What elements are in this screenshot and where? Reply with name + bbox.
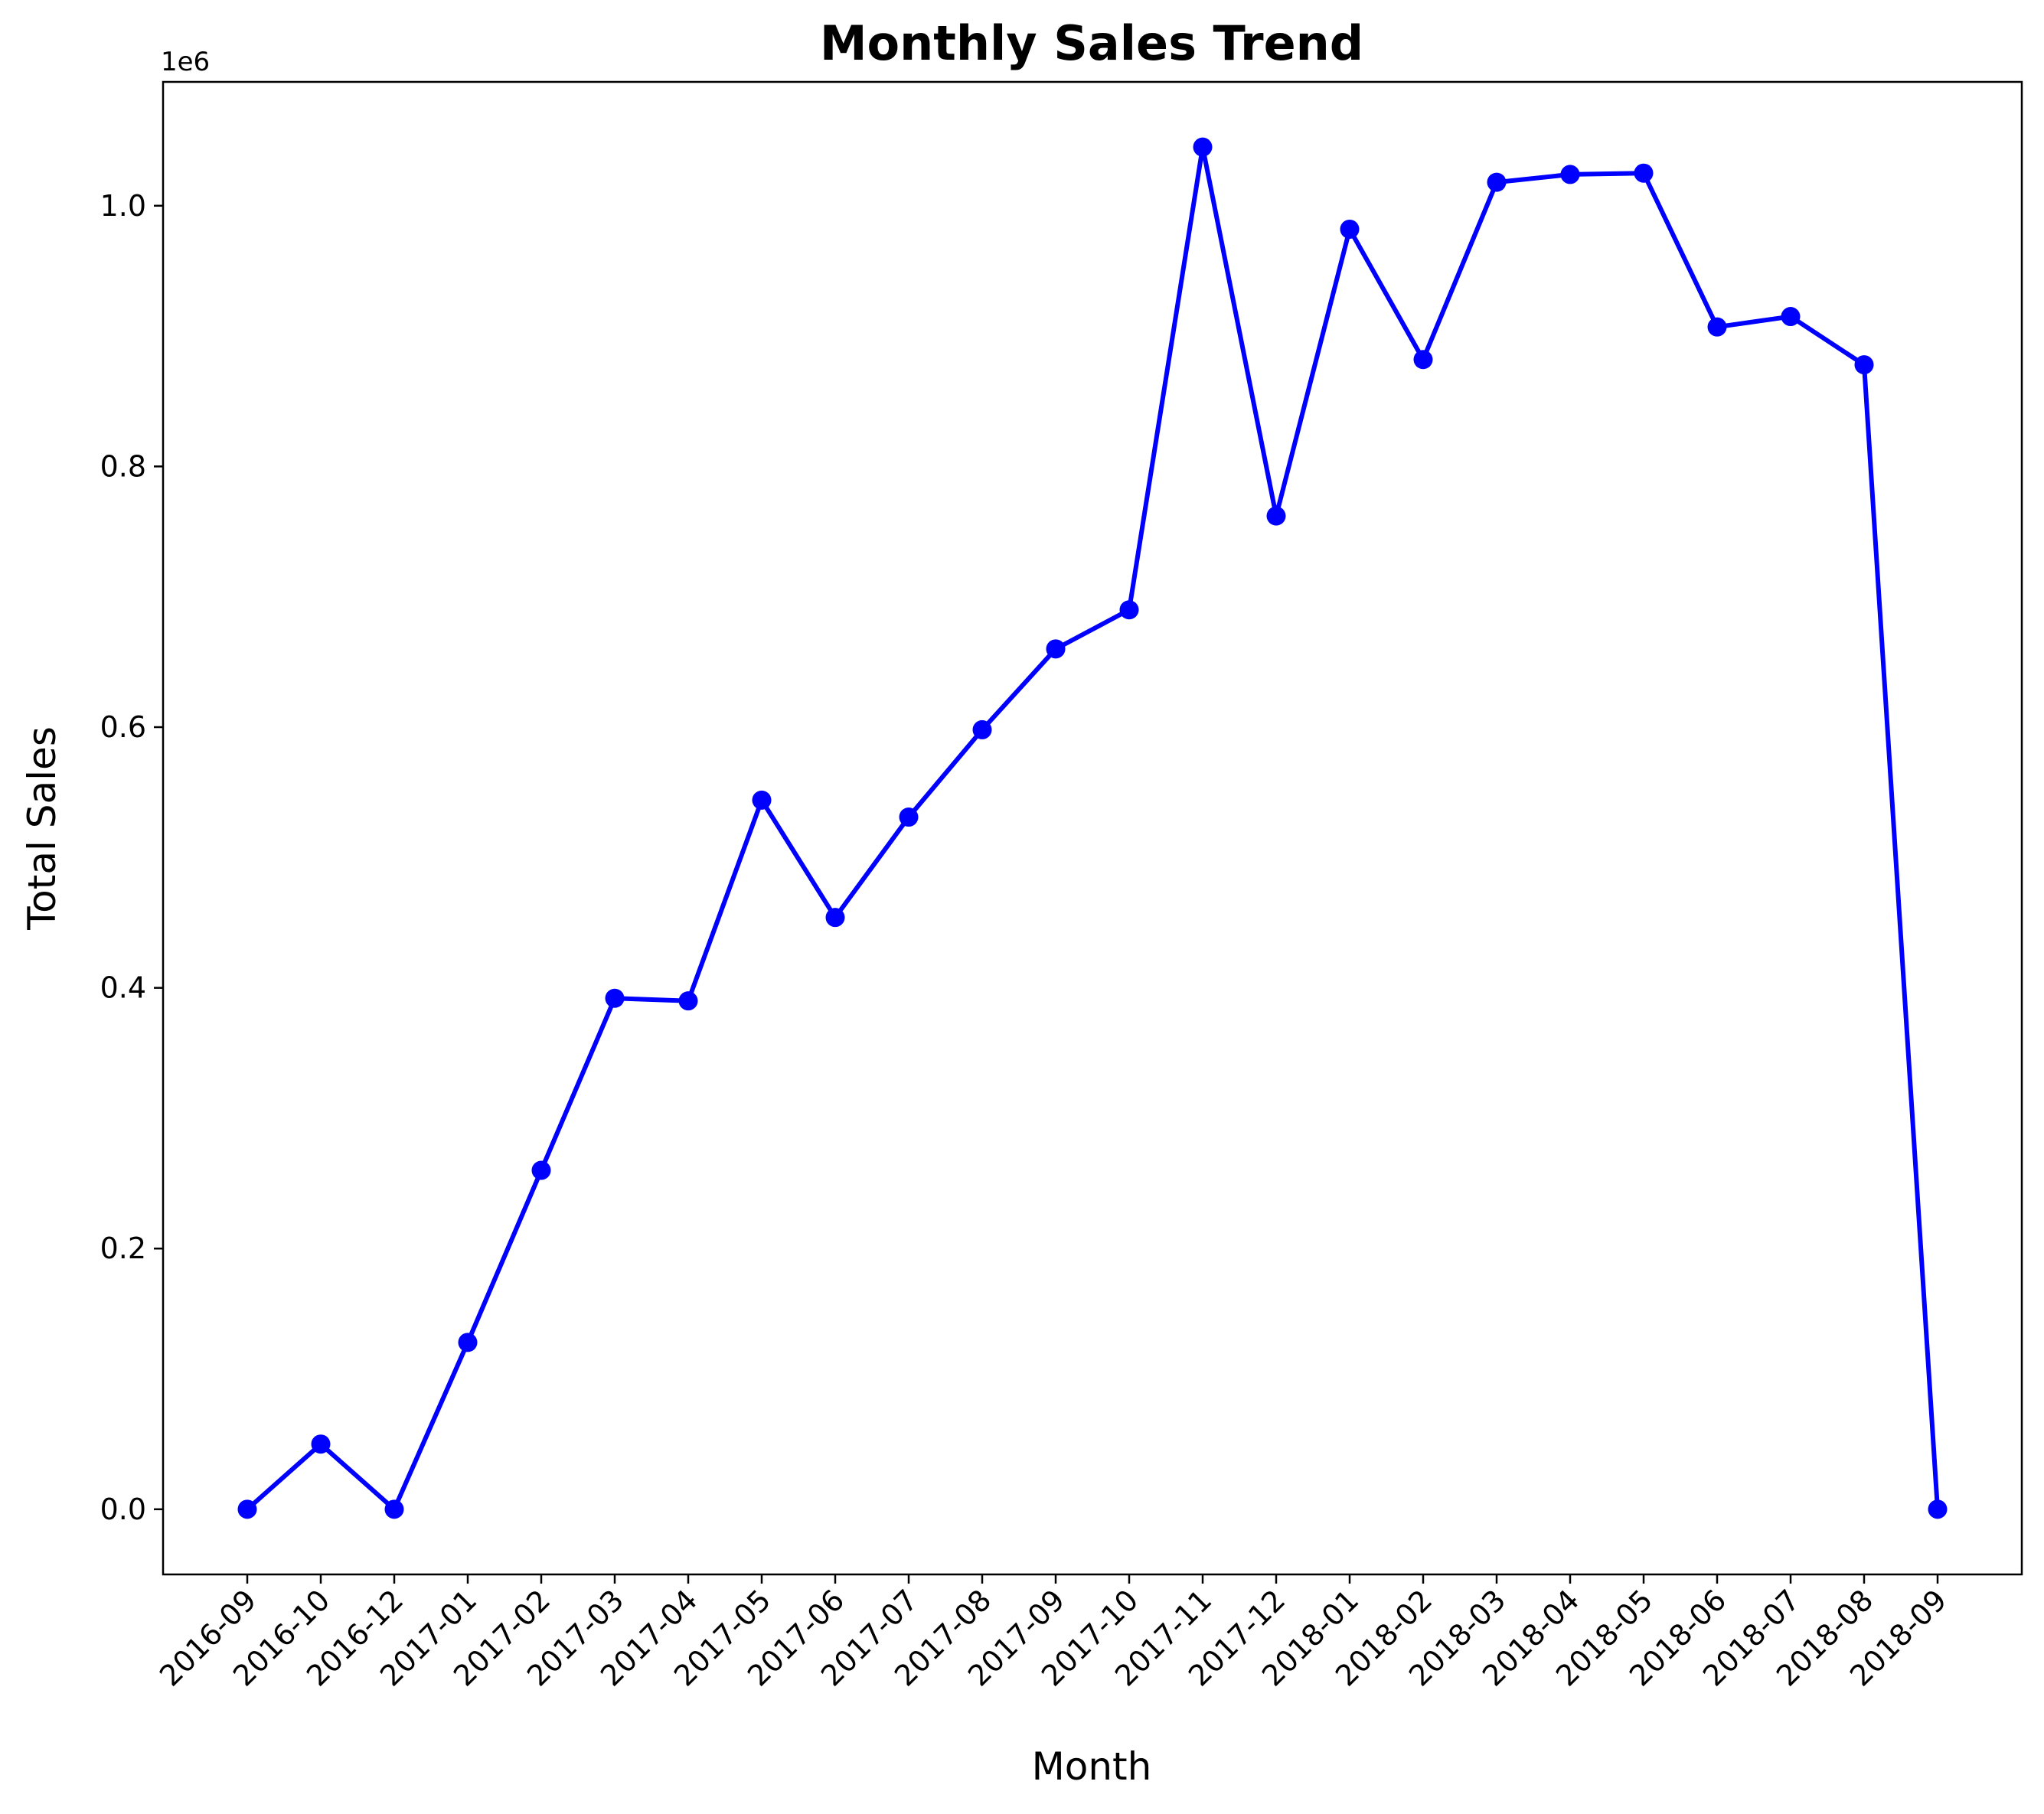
data-point bbox=[1193, 137, 1213, 157]
chart-title: Monthly Sales Trend bbox=[820, 15, 1363, 71]
plot-frame bbox=[162, 80, 2023, 1576]
y-tick-label: 1.0 bbox=[100, 189, 146, 223]
data-point bbox=[458, 1333, 478, 1352]
y-axis-title: Total Sales bbox=[20, 726, 64, 931]
data-point bbox=[825, 908, 845, 928]
data-point bbox=[1854, 355, 1874, 375]
series-line bbox=[246, 145, 1940, 1512]
x-axis-title: Month bbox=[1032, 1744, 1152, 1789]
data-point bbox=[678, 991, 698, 1011]
data-point bbox=[605, 988, 625, 1008]
data-point bbox=[1413, 350, 1433, 370]
data-point bbox=[1781, 307, 1801, 327]
data-point bbox=[311, 1434, 331, 1454]
y-tick-label: 0.8 bbox=[100, 449, 146, 483]
data-point bbox=[1487, 172, 1507, 192]
y-tick-label: 0.0 bbox=[100, 1493, 146, 1526]
data-point bbox=[1560, 165, 1580, 184]
y-tick-label: 0.4 bbox=[100, 971, 146, 1005]
data-point bbox=[1340, 219, 1360, 239]
data-point bbox=[899, 807, 919, 827]
data-point bbox=[972, 719, 992, 739]
data-point bbox=[1634, 163, 1654, 183]
data-point bbox=[1119, 600, 1139, 620]
data-point bbox=[384, 1499, 404, 1519]
y-tick-label: 0.2 bbox=[100, 1232, 146, 1265]
data-point bbox=[237, 1499, 257, 1519]
data-point bbox=[752, 790, 772, 810]
y-tick-label: 0.6 bbox=[100, 710, 146, 744]
data-point bbox=[1928, 1499, 1948, 1519]
data-point bbox=[1707, 317, 1727, 337]
y-axis-offset-label: 1e6 bbox=[161, 47, 210, 77]
data-point bbox=[531, 1160, 551, 1180]
data-point bbox=[1046, 639, 1066, 659]
data-point bbox=[1266, 506, 1286, 526]
